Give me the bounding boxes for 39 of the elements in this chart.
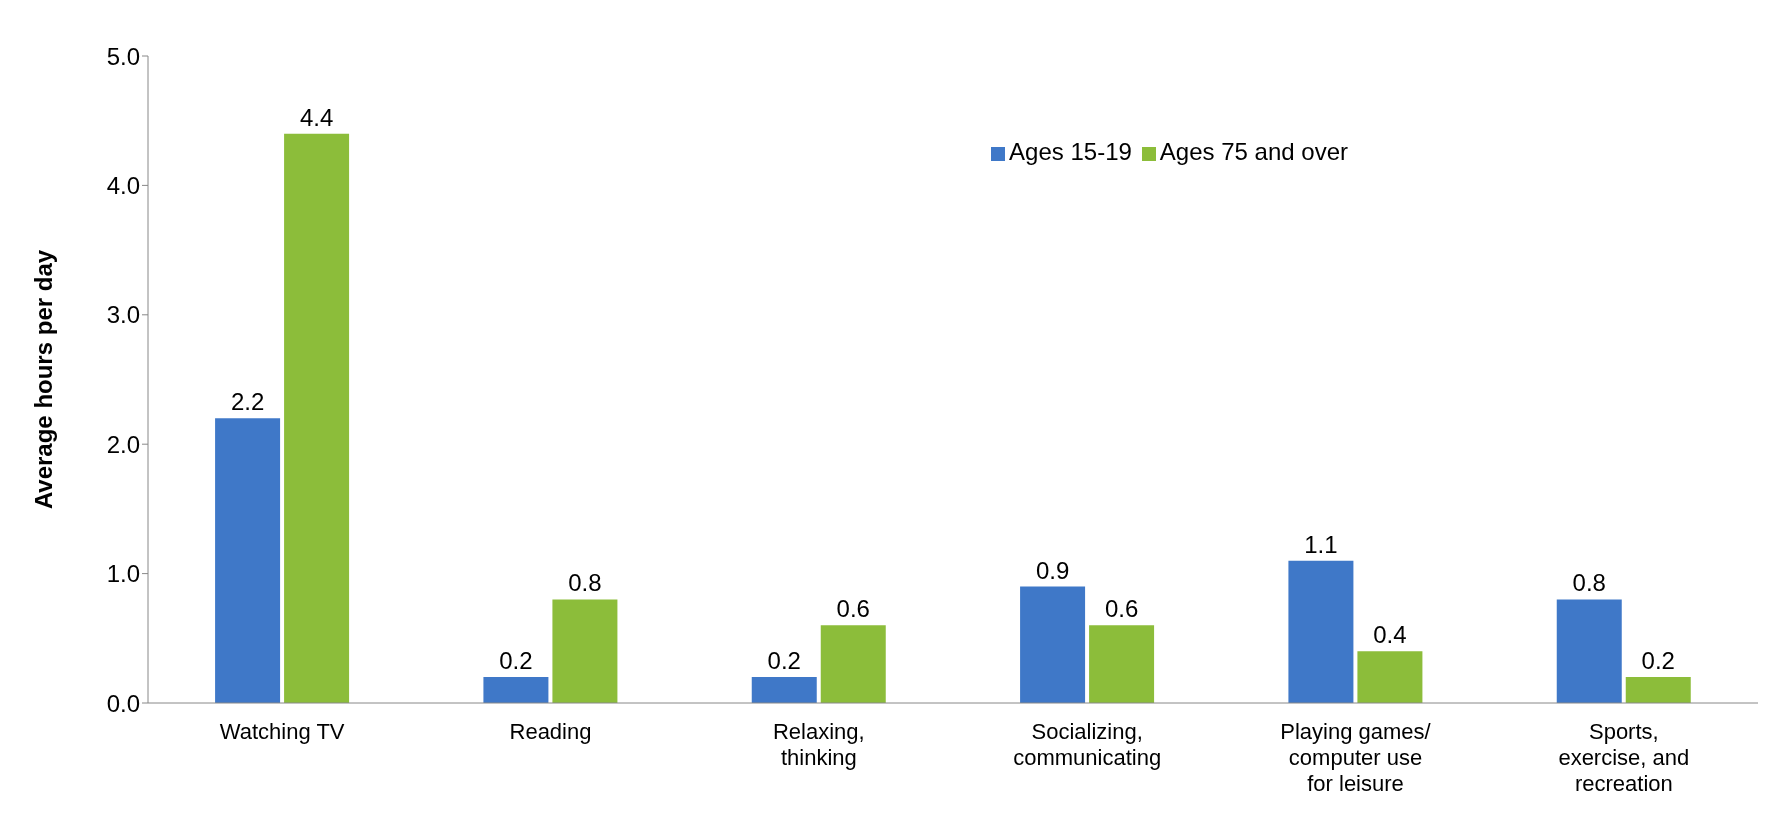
x-tick-label: Relaxing, thinking [772,719,865,770]
bar [1556,599,1622,703]
data-label: 0.9 [1035,556,1070,584]
data-label: 0.8 [568,569,602,597]
y-tick-label: 0.0 [106,689,140,717]
x-tick-label: Sports, exercise, and recreation [1558,719,1690,796]
x-tick-label: Watching TV [219,719,345,744]
x-tick-label: Socializing, communicating [1013,719,1162,770]
data-label: 0.4 [1373,621,1407,649]
data-label: 0.6 [836,595,870,623]
bar [1020,586,1086,703]
x-tick-label: Reading [509,719,592,744]
y-tick-label: 5.0 [106,42,140,70]
legend-label: Ages 15-19 [1009,138,1132,165]
x-tick-label: Playing games/ computer use for leisure [1280,719,1432,796]
bar [1625,677,1691,703]
bar [820,625,886,703]
bar [215,418,281,703]
bar [1357,651,1423,703]
data-label: 0.8 [1572,569,1606,597]
y-tick-label: 3.0 [106,301,140,329]
bar [751,677,817,703]
data-label: 0.2 [767,647,801,675]
bar [284,133,350,703]
y-axis-title: Average hours per day [29,249,57,510]
data-label: 1.1 [1304,530,1338,558]
data-label: 2.2 [230,388,265,416]
legend-label: Ages 75 and over [1159,138,1348,165]
y-tick-label: 1.0 [106,560,140,588]
data-label: 0.2 [499,647,533,675]
bar [552,599,618,703]
bar [1288,560,1354,703]
bar [1089,625,1155,703]
y-tick-label: 2.0 [106,430,140,458]
data-label: 0.6 [1104,595,1139,623]
y-tick-label: 4.0 [106,171,140,199]
data-label: 4.4 [299,103,334,131]
bar [483,677,549,703]
data-label: 0.2 [1641,647,1675,675]
